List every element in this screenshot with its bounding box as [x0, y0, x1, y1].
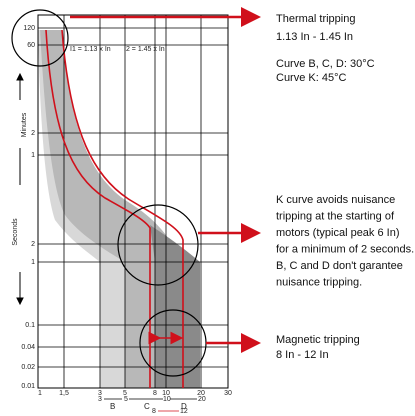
callout-text: nuisance tripping.	[276, 276, 362, 288]
x-label: 1	[38, 390, 42, 397]
y-label: 0.02	[21, 364, 35, 371]
callout-text: B, C and D don't garantee	[276, 260, 403, 272]
callout-text: 1.13 In - 1.45 In	[276, 31, 353, 43]
range-from: 3	[98, 396, 102, 403]
unit-axis	[16, 72, 24, 306]
range-label: C	[144, 402, 150, 411]
y-label: 1	[31, 259, 35, 266]
x-labels: 1 1,5 3 5 8 10 20 30	[38, 390, 232, 397]
k-curve-note: K curve avoids nuisance tripping at the s…	[276, 194, 414, 289]
callout-text: for a minimum of 2 seconds.	[276, 243, 414, 255]
callout-text: motors (typical peak 6 In)	[276, 227, 400, 239]
range-to: 12	[180, 408, 188, 415]
y-label: 0.04	[21, 344, 35, 351]
range-to: 20	[198, 396, 206, 403]
x-label: 8	[153, 390, 157, 397]
callout-text: tripping at the starting of	[276, 210, 395, 222]
callout-text: 8 In - 12 In	[276, 349, 329, 361]
x-label: 20	[197, 390, 205, 397]
range-to: 10	[163, 396, 171, 403]
y-label: 0.01	[21, 383, 35, 390]
y-label: 120	[23, 25, 35, 32]
threshold-label: I2 = 1.45 x In	[124, 46, 165, 53]
x-label: 30	[224, 390, 232, 397]
y-label: 1	[31, 152, 35, 159]
y-label: 2	[31, 130, 35, 137]
unit-label: Minutes	[21, 112, 28, 137]
y-label: 0.1	[25, 322, 35, 329]
callout-arrows	[70, 7, 261, 353]
x-label: 5	[123, 390, 127, 397]
range-to: 5	[124, 396, 128, 403]
y-label: 60	[27, 42, 35, 49]
x-label: 10	[162, 390, 170, 397]
unit-label: Seconds	[12, 218, 19, 246]
range-label: D	[181, 402, 187, 411]
callout-text: Curve B, C, D: 30°C	[276, 58, 375, 70]
x-label: 1,5	[59, 390, 69, 397]
range-label: B	[110, 402, 115, 411]
y-labels: 120 60 2 1 2 1 0.1 0.04 0.02 0.01	[21, 25, 35, 390]
callout-title: Thermal tripping	[276, 13, 355, 25]
threshold-label: I1 = 1.13 x In	[70, 46, 111, 53]
range-markers	[104, 398, 197, 412]
y-label: 2	[31, 241, 35, 248]
k-curve	[45, 29, 184, 388]
callout-text: Curve K: 45°C	[276, 72, 346, 84]
range-from: 8	[152, 408, 156, 415]
callout-title: Magnetic tripping	[276, 334, 360, 346]
x-label: 3	[98, 390, 102, 397]
callout-text: K curve avoids nuisance	[276, 194, 395, 206]
